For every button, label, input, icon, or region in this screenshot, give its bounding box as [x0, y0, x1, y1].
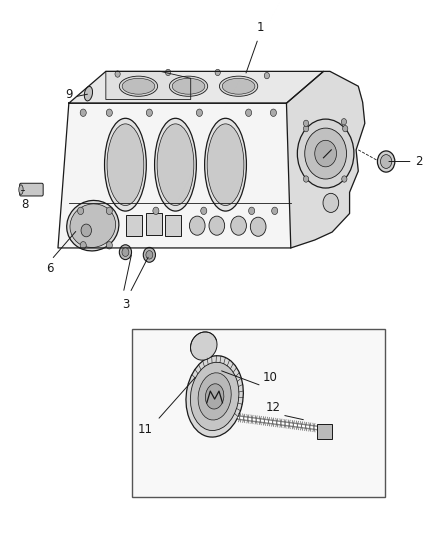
Circle shape — [106, 207, 113, 215]
Circle shape — [119, 245, 131, 260]
Circle shape — [122, 248, 129, 256]
Circle shape — [270, 109, 276, 116]
Circle shape — [106, 241, 113, 249]
Ellipse shape — [122, 78, 155, 94]
Circle shape — [80, 109, 86, 116]
Ellipse shape — [205, 384, 224, 409]
Circle shape — [166, 69, 171, 76]
Circle shape — [246, 109, 252, 116]
Ellipse shape — [85, 86, 92, 101]
Text: 10: 10 — [262, 371, 277, 384]
Ellipse shape — [170, 76, 208, 96]
Circle shape — [304, 125, 309, 132]
Circle shape — [106, 109, 113, 116]
Ellipse shape — [107, 124, 144, 206]
Circle shape — [196, 109, 202, 116]
Ellipse shape — [67, 200, 119, 251]
Text: 2: 2 — [415, 155, 422, 168]
Circle shape — [305, 128, 346, 179]
Text: 6: 6 — [46, 262, 54, 275]
Circle shape — [264, 72, 269, 79]
Circle shape — [146, 251, 153, 259]
Circle shape — [153, 207, 159, 215]
Circle shape — [78, 207, 84, 215]
Circle shape — [378, 151, 395, 172]
Ellipse shape — [191, 332, 217, 360]
Polygon shape — [69, 71, 323, 103]
Ellipse shape — [105, 118, 146, 211]
Text: 8: 8 — [21, 198, 29, 211]
Circle shape — [215, 69, 220, 76]
Circle shape — [146, 109, 152, 116]
Ellipse shape — [172, 78, 205, 94]
Bar — [132, 329, 385, 497]
Polygon shape — [286, 71, 365, 248]
Circle shape — [297, 119, 354, 188]
Ellipse shape — [157, 124, 194, 206]
Circle shape — [201, 207, 207, 215]
Bar — [317, 424, 332, 439]
Circle shape — [342, 176, 347, 182]
FancyBboxPatch shape — [166, 215, 181, 236]
Circle shape — [231, 216, 247, 235]
Ellipse shape — [219, 76, 258, 96]
Ellipse shape — [207, 124, 244, 206]
Circle shape — [81, 224, 92, 237]
Ellipse shape — [19, 185, 23, 195]
Text: 9: 9 — [65, 87, 72, 101]
Ellipse shape — [186, 356, 244, 437]
Circle shape — [249, 207, 254, 215]
Circle shape — [80, 241, 86, 249]
Text: 1: 1 — [257, 21, 264, 34]
Circle shape — [381, 155, 392, 168]
Ellipse shape — [205, 118, 247, 211]
Circle shape — [341, 118, 346, 125]
Circle shape — [251, 217, 266, 236]
Ellipse shape — [119, 76, 158, 96]
Circle shape — [272, 207, 278, 215]
Ellipse shape — [191, 362, 239, 431]
Ellipse shape — [198, 373, 231, 420]
FancyBboxPatch shape — [20, 183, 43, 196]
Polygon shape — [58, 103, 291, 248]
Circle shape — [115, 71, 120, 77]
Text: 3: 3 — [123, 298, 130, 311]
Circle shape — [304, 120, 309, 126]
Circle shape — [315, 140, 336, 167]
Text: 12: 12 — [266, 401, 281, 414]
FancyBboxPatch shape — [126, 215, 142, 236]
Ellipse shape — [70, 204, 116, 247]
Circle shape — [143, 247, 155, 262]
Circle shape — [189, 216, 205, 235]
Text: 11: 11 — [138, 423, 153, 436]
Circle shape — [304, 176, 309, 182]
Circle shape — [209, 216, 225, 235]
Ellipse shape — [155, 118, 196, 211]
Circle shape — [323, 193, 339, 213]
Polygon shape — [106, 71, 191, 100]
Circle shape — [343, 125, 348, 132]
Ellipse shape — [222, 78, 255, 94]
FancyBboxPatch shape — [146, 214, 162, 235]
